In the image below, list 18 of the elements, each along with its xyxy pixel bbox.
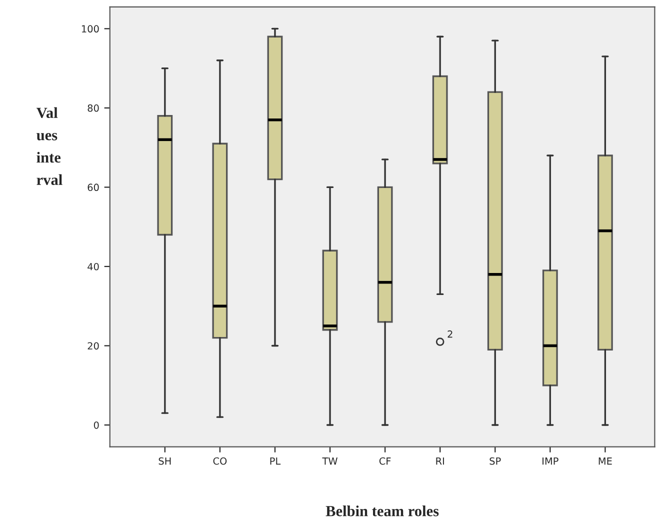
y-axis-title: Val ues inte rval: [36, 107, 62, 185]
x-tick-label: SP: [490, 457, 501, 465]
x-tick-label: CF: [379, 457, 391, 465]
x-tick-label: IMP: [542, 458, 558, 465]
y-tick-label: 40: [88, 262, 99, 270]
y-tick-label: 80: [88, 104, 99, 112]
x-tick-label: PL: [270, 458, 281, 465]
x-tick-label: ME: [598, 458, 612, 465]
y-tick-label: 20: [88, 342, 99, 350]
annotation: 2: [448, 330, 452, 338]
x-tick-label: SH: [158, 457, 171, 465]
x-axis-title: Belbin team roles: [326, 506, 439, 516]
x-tick-label: RI: [436, 458, 444, 465]
y-tick-label: 0: [94, 421, 99, 429]
y-tick-label: 100: [82, 25, 99, 33]
y-tick-label: 60: [88, 184, 99, 192]
x-tick-label: CO: [213, 457, 227, 465]
x-tick-label: TW: [322, 458, 338, 465]
